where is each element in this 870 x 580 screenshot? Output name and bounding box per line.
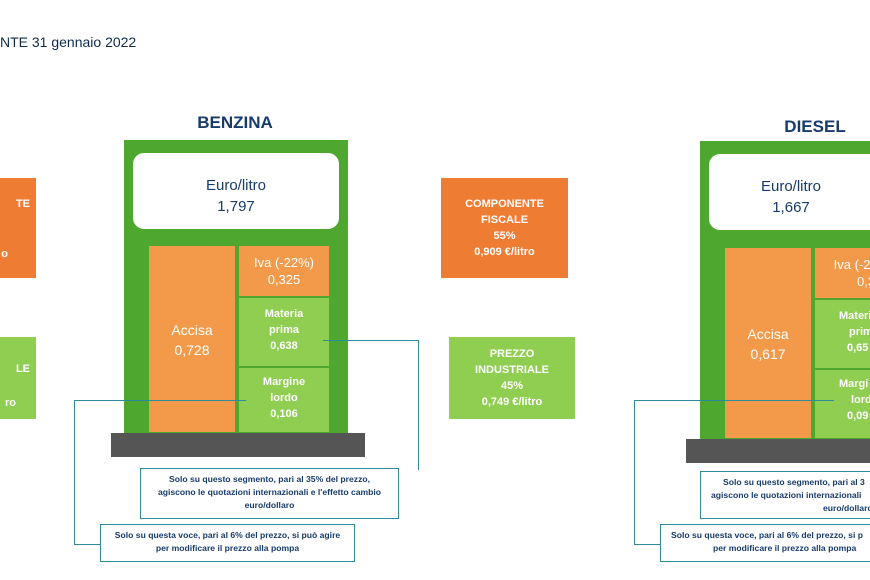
diesel-margine-connector-foot <box>634 544 660 545</box>
left-industrial-text-2: ro <box>5 397 16 409</box>
diesel-materia-label-2: prim <box>849 326 870 338</box>
diesel-margine-value: 0,09 <box>847 410 869 422</box>
diesel-note-segment-line-1: Solo su questo segmento, pari al 3 <box>723 477 865 487</box>
benzina-price: 1,797 <box>217 198 255 215</box>
diesel-materia-segment: Materi prim 0,65 <box>815 300 870 368</box>
benzina-iva-value: 0,325 <box>267 272 301 287</box>
benzina-materia-segment: Materia prima 0,638 <box>239 298 329 366</box>
benzina-componente-fiscale-box: COMPONENTE FISCALE 55% 0,909 €/litro <box>441 178 568 278</box>
benzina-iva-segment: Iva (-22%) 0,325 <box>239 246 329 296</box>
benzina-note-segment-line-2: agiscono le quotazioni internazionali e … <box>157 487 382 497</box>
diesel-margine-segment: Margi lord 0,09 <box>815 370 870 438</box>
benzina-prezzo-industriale-box: PREZZO INDUSTRIALE 45% 0,749 €/litro <box>449 337 575 419</box>
diesel-note-voce-line-1: Solo su questa voce, pari al 6% del prez… <box>671 530 863 540</box>
benzina-unit-label: Euro/litro <box>205 177 267 194</box>
benzina-note-voce: Solo su questa voce, pari al 6% del prez… <box>100 524 355 562</box>
benzina-pump-base <box>111 433 365 457</box>
benzina-cf-line-4: 0,909 €/litro <box>474 246 535 258</box>
left-fiscal-text-1: TE <box>15 198 30 210</box>
diesel-note-voce-line-2: per modificare il prezzo alla pompa <box>713 543 857 553</box>
page-title: NTE 31 gennaio 2022 <box>0 34 137 50</box>
benzina-title: BENZINA <box>197 113 273 132</box>
benzina-accisa-label: Accisa <box>171 322 213 338</box>
diesel-note-voce: Solo su questa voce, pari al 6% del prez… <box>660 524 870 562</box>
benzina-iva-label: Iva (-22%) <box>254 255 314 270</box>
diesel-pump-base <box>686 439 870 463</box>
benzina-margine-segment: Margine lordo 0,106 <box>239 368 329 432</box>
diesel-note-segment: Solo su questo segmento, pari al 3 agisc… <box>700 471 870 519</box>
benzina-materia-label-2: prima <box>269 324 299 336</box>
benzina-note-segment-line-3: euro/dollaro <box>244 500 295 510</box>
benzina-margine-connector-v <box>74 400 75 545</box>
benzina-note-voce-line-1: Solo su questa voce, pari al 6% del prez… <box>114 530 341 540</box>
diesel-materia-label-1: Materi <box>839 310 870 322</box>
benzina-cf-line-1: COMPONENTE <box>465 198 544 210</box>
diesel-iva-value: 0,30 <box>857 274 870 289</box>
benzina-materia-connector-v <box>418 340 419 470</box>
diesel-price: 1,667 <box>772 199 810 216</box>
benzina-materia-label-1: Materia <box>264 308 304 320</box>
benzina-margine-value: 0,106 <box>270 408 298 420</box>
diesel-title: DIESEL <box>784 117 846 136</box>
benzina-margine-connector-foot <box>74 544 100 545</box>
benzina-note-voce-line-2: per modificare il prezzo alla pompa <box>155 543 300 553</box>
benzina-margine-label-1: Margine <box>262 376 306 388</box>
benzina-accisa-segment: Accisa 0,728 <box>149 246 235 432</box>
benzina-note-segment-line-1: Solo su questo segmento, pari al 35% del… <box>168 474 371 484</box>
left-fiscal-text-2: o <box>1 248 8 260</box>
diesel-unit-label: Euro/litro <box>760 178 822 195</box>
benzina-pi-line-2: INDUSTRIALE <box>475 364 549 376</box>
benzina-margine-connector-h <box>74 400 246 401</box>
diesel-note-segment-line-2: agiscono le quotazioni internazionali <box>711 490 862 500</box>
benzina-materia-connector-h <box>323 340 419 341</box>
benzina-accisa-value: 0,728 <box>174 342 210 358</box>
diesel-accisa-value: 0,617 <box>750 346 786 362</box>
benzina-note-segment: Solo su questo segmento, pari al 35% del… <box>140 468 399 519</box>
benzina-materia-value: 0,638 <box>270 340 298 352</box>
diesel-accisa-segment: Accisa 0,617 <box>725 248 811 438</box>
diesel-margine-connector-v <box>634 400 635 545</box>
diesel-iva-label: Iva (-22 <box>833 257 870 272</box>
diesel-margine-connector-h <box>634 400 834 401</box>
diesel-margine-label-1: Margi <box>839 378 869 390</box>
left-industrial-text-1: LE <box>15 363 30 375</box>
benzina-price-display: Euro/litro 1,797 <box>130 150 342 232</box>
left-fiscal-box-partial: TE o <box>0 178 36 278</box>
benzina-cf-line-3: 55% <box>493 230 516 242</box>
diesel-iva-segment: Iva (-22 0,30 <box>815 248 870 298</box>
diesel-note-segment-line-3: euro/dollaro <box>823 503 870 513</box>
benzina-pi-line-1: PREZZO <box>489 348 535 360</box>
benzina-margine-label-2: lordo <box>270 392 298 404</box>
diesel-accisa-label: Accisa <box>747 326 789 342</box>
benzina-pi-line-4: 0,749 €/litro <box>481 396 543 408</box>
diesel-margine-label-2: lord <box>851 394 870 406</box>
left-industrial-box-partial: LE ro <box>0 337 36 419</box>
diesel-materia-value: 0,65 <box>847 342 869 354</box>
benzina-pi-line-3: 45% <box>500 380 524 392</box>
diesel-price-display: Euro/litro 1,667 <box>706 151 870 233</box>
benzina-cf-line-2: FISCALE <box>480 214 529 226</box>
